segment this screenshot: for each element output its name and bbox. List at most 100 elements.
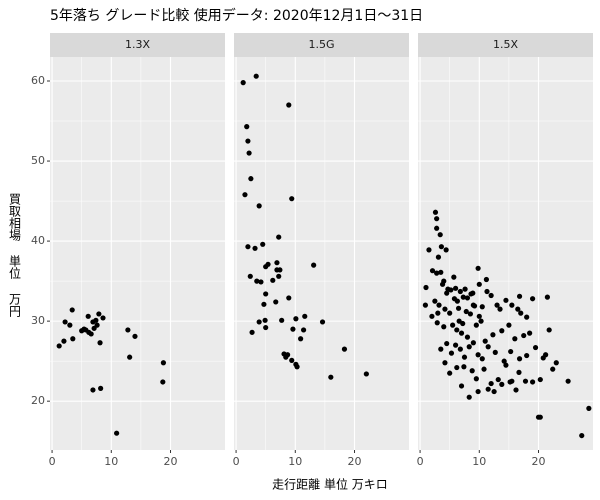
point [98, 385, 104, 391]
point [432, 209, 439, 215]
point [470, 290, 476, 296]
point [463, 308, 469, 315]
point [242, 192, 248, 198]
y-tick-label: 40 [31, 234, 45, 247]
point [302, 313, 308, 319]
point [501, 358, 507, 364]
point [263, 324, 269, 331]
point [537, 414, 543, 420]
point [476, 281, 482, 287]
x-axis-label: 走行距離 単位 万キロ [272, 477, 388, 492]
y-axis-label: 買取相場 単位 万円 [8, 193, 22, 317]
point [328, 374, 334, 380]
point [363, 371, 369, 377]
point [438, 269, 444, 275]
point [544, 294, 550, 300]
point [67, 322, 73, 328]
point [246, 150, 252, 156]
x-tick-label: 10 [472, 455, 486, 468]
point [300, 327, 307, 333]
y-tick-label: 60 [31, 74, 45, 87]
point [524, 314, 530, 320]
point [461, 364, 467, 370]
point [458, 383, 465, 389]
point [484, 288, 490, 295]
point [579, 432, 585, 439]
point [263, 291, 269, 297]
point [261, 301, 267, 307]
point [429, 313, 435, 319]
point [160, 360, 167, 366]
point [453, 285, 459, 291]
point [481, 366, 487, 372]
x-tick-label: 0 [233, 455, 240, 468]
strip-background [418, 33, 593, 57]
point [503, 362, 509, 368]
point [290, 326, 296, 332]
point [62, 319, 68, 325]
point [524, 352, 530, 359]
point [469, 368, 475, 374]
point [298, 336, 304, 342]
point [70, 336, 76, 342]
point [311, 262, 317, 268]
point [460, 294, 466, 300]
point [434, 270, 440, 276]
point [127, 354, 133, 360]
point [434, 216, 440, 222]
point [521, 332, 527, 339]
facet-title: 1.3X [125, 38, 150, 51]
panel-background [418, 57, 593, 450]
point [444, 290, 450, 296]
point [476, 313, 482, 319]
point [248, 176, 254, 182]
strip-background [50, 33, 225, 57]
point [529, 296, 536, 302]
point [513, 387, 519, 393]
point [439, 281, 446, 287]
point [457, 288, 463, 295]
point [435, 254, 442, 260]
point [453, 342, 459, 348]
point [515, 306, 521, 312]
x-tick-label: 10 [288, 455, 302, 468]
point [492, 349, 498, 355]
point [466, 394, 472, 400]
y-tick-label: 50 [31, 154, 45, 167]
point [435, 310, 441, 316]
point [294, 364, 300, 370]
point [429, 268, 436, 274]
y-tick-label: 20 [31, 394, 45, 407]
point [565, 378, 571, 384]
point [276, 234, 282, 240]
point [432, 298, 438, 304]
point [546, 327, 552, 333]
point [94, 322, 100, 328]
point [438, 346, 444, 352]
point [543, 352, 549, 358]
x-tick-label: 0 [49, 455, 56, 468]
point [448, 350, 455, 356]
point [461, 354, 468, 360]
point [319, 319, 326, 325]
point [276, 273, 282, 279]
point [503, 297, 509, 303]
point [247, 273, 253, 279]
point [483, 276, 490, 283]
point [262, 317, 268, 323]
point [97, 340, 103, 346]
point [286, 295, 292, 301]
point [265, 261, 271, 267]
point [289, 196, 295, 202]
point [475, 388, 481, 395]
point [485, 386, 491, 392]
strip-background [234, 33, 409, 57]
facet-title: 1.5X [493, 38, 518, 51]
point [96, 311, 102, 317]
point [478, 318, 484, 324]
point [488, 380, 494, 387]
point [497, 306, 503, 312]
point [88, 331, 94, 337]
point [258, 279, 264, 285]
